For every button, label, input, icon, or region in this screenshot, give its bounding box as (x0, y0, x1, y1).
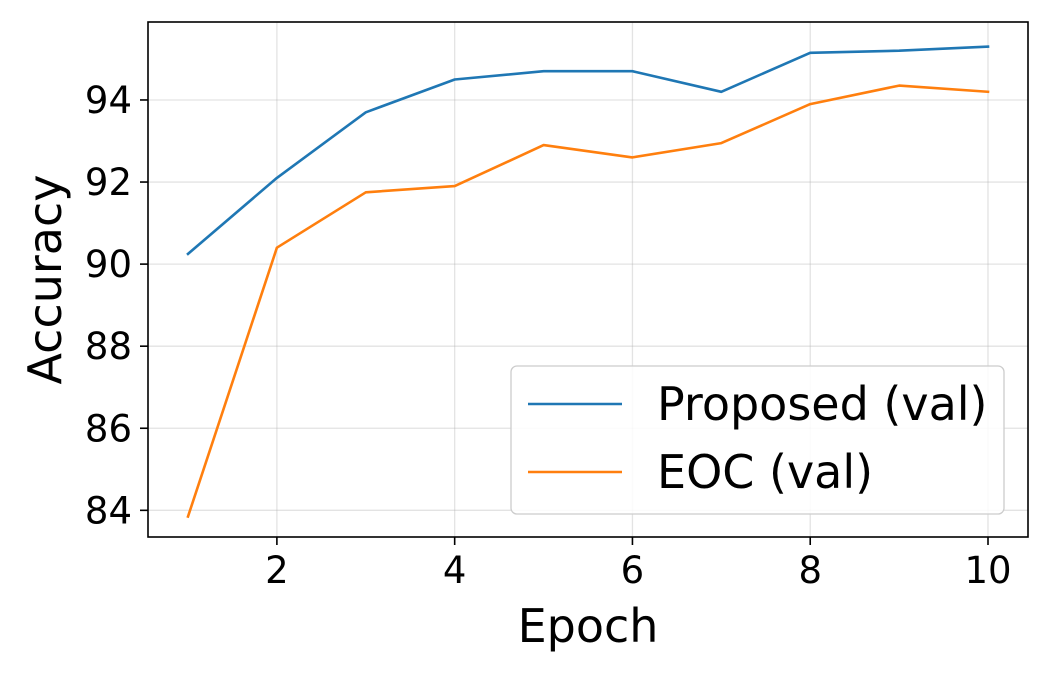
legend-label: Proposed (val) (657, 377, 988, 431)
y-tick-label: 86 (85, 407, 132, 450)
axis-ticks: 2 4 6 8 10 84 86 88 90 92 94 (85, 79, 1012, 592)
legend-box (510, 365, 1005, 515)
legend-items: Proposed (val) EOC (val) (528, 377, 988, 499)
y-tick-label: 94 (85, 79, 132, 122)
legend: Proposed (val) EOC (val) (510, 365, 1005, 515)
y-tick-label: 88 (85, 325, 132, 368)
series-line (186, 84, 990, 519)
x-tick-label: 10 (964, 549, 1011, 592)
series-line (186, 45, 990, 256)
y-tick-label: 92 (85, 161, 132, 204)
y-axis-label: Accuracy (18, 174, 72, 384)
plot-frame (147, 21, 1029, 538)
y-tick-label: 84 (85, 489, 132, 532)
x-tick-label: 2 (265, 549, 289, 592)
x-tick-label: 8 (798, 549, 822, 592)
x-axis-label: Epoch (518, 599, 659, 653)
x-tick-label: 6 (621, 549, 645, 592)
series-lines (186, 45, 990, 519)
y-tick-label: 90 (85, 243, 132, 286)
x-tick-label: 4 (443, 549, 467, 592)
legend-label: EOC (val) (657, 445, 873, 499)
